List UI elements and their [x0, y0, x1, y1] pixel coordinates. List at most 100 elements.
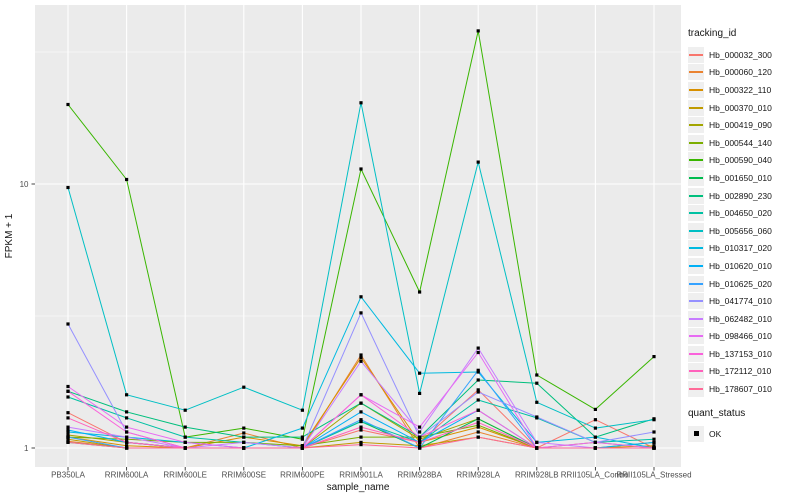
quant-status-entry: OK	[688, 425, 798, 443]
legend-entry: Hb_000322_110	[688, 81, 798, 99]
y-tick-label: 10	[20, 180, 29, 189]
data-point	[652, 355, 656, 359]
data-point	[125, 430, 129, 434]
legend-entry: Hb_010620_010	[688, 257, 798, 275]
legend-entry: Hb_000370_010	[688, 99, 798, 117]
data-point	[125, 410, 129, 414]
axis-ticks	[31, 183, 655, 471]
data-point	[66, 416, 70, 420]
data-point	[66, 185, 70, 190]
data-point	[125, 440, 129, 444]
data-point	[359, 425, 363, 429]
x-tick-label: RRIM600LA	[105, 471, 149, 480]
data-point	[418, 430, 422, 434]
legend-entry: Hb_002890_230	[688, 187, 798, 205]
legend-label: Hb_000590_040	[709, 155, 772, 166]
legend-label: Hb_010317_020	[709, 243, 772, 254]
legend-key	[688, 257, 704, 274]
data-point	[652, 444, 656, 448]
data-point	[66, 437, 70, 441]
data-point	[66, 430, 70, 434]
x-tick-label: RRIM600SE	[222, 471, 266, 480]
legend-entries: Hb_000032_300 Hb_000060_120 Hb_000322_110 H…	[688, 46, 798, 398]
legend-color-line-icon	[689, 317, 703, 320]
data-point	[593, 435, 597, 439]
legend-label: Hb_010625_020	[709, 278, 772, 289]
data-point	[66, 433, 70, 437]
x-tick-label: RRIM928LB	[515, 471, 559, 480]
legend-color-line-icon	[689, 106, 703, 109]
data-point	[418, 446, 422, 450]
data-point	[66, 440, 70, 444]
data-point	[476, 29, 480, 33]
legend: tracking_id Hb_000032_300 Hb_000060_120 Hb…	[688, 28, 798, 442]
data-point	[66, 384, 70, 389]
x-tick-label: RRIM901LA	[339, 471, 383, 480]
data-point	[359, 418, 363, 422]
legend-label: Hb_010620_010	[709, 260, 772, 271]
data-point	[418, 440, 422, 444]
data-point	[359, 167, 363, 171]
legend-key	[688, 117, 704, 134]
data-point	[593, 446, 597, 450]
data-point	[242, 426, 246, 430]
data-point	[476, 160, 480, 164]
legend-entry: Hb_000590_040	[688, 152, 798, 170]
data-point	[359, 359, 363, 363]
legend-entry: Hb_000060_120	[688, 64, 798, 82]
data-point	[242, 431, 246, 435]
data-point	[66, 102, 70, 107]
legend-label: Hb_000544_140	[709, 137, 772, 148]
legend-entry: Hb_005656_060	[688, 222, 798, 240]
data-point	[476, 350, 480, 355]
data-point	[535, 440, 539, 444]
data-point	[300, 437, 304, 441]
data-point	[300, 426, 304, 430]
data-point	[418, 444, 422, 448]
legend-key	[688, 205, 704, 222]
legend-entry: Hb_000032_300	[688, 46, 798, 64]
legend-key	[688, 169, 704, 186]
legend-key	[688, 310, 704, 327]
data-point	[125, 437, 129, 441]
data-point	[66, 322, 70, 326]
data-point	[535, 400, 539, 404]
ok-square-icon	[693, 431, 699, 437]
legend-color-line-icon	[689, 388, 703, 391]
data-point	[476, 435, 480, 439]
legend-key	[688, 240, 704, 257]
legend-entry: Hb_172112_010	[688, 363, 798, 381]
data-point	[66, 395, 70, 399]
quant-status-title: quant_status	[688, 407, 746, 419]
legend-label: Hb_172112_010	[709, 366, 772, 377]
legend-label: Hb_001650_010	[709, 172, 772, 183]
data-point	[359, 356, 363, 360]
data-point	[593, 426, 597, 430]
legend-label: Hb_000419_090	[709, 120, 772, 131]
data-point	[535, 381, 539, 385]
data-point	[125, 177, 129, 182]
data-point	[125, 446, 129, 450]
plot-panel	[35, 5, 681, 467]
series-lines	[66, 29, 656, 450]
data-point	[300, 446, 304, 450]
legend-color-line-icon	[689, 53, 703, 56]
data-point	[652, 437, 656, 441]
data-point	[418, 425, 422, 429]
legend-color-line-icon	[689, 352, 703, 355]
data-point	[242, 446, 246, 450]
data-point	[652, 430, 656, 434]
x-tick-label: RRIM600PE	[280, 471, 324, 480]
legend-entry: Hb_062482_010	[688, 310, 798, 328]
legend-color-line-icon	[689, 141, 703, 144]
legend-key	[688, 328, 704, 345]
data-point	[476, 423, 480, 427]
data-point	[183, 440, 187, 444]
legend-label: Hb_178607_010	[709, 384, 772, 395]
data-point	[300, 444, 304, 448]
x-axis-title: sample_name	[327, 482, 390, 493]
legend-color-line-icon	[689, 71, 703, 74]
data-point	[66, 435, 70, 439]
legend-entry: Hb_137153_010	[688, 345, 798, 363]
data-point	[125, 425, 129, 429]
